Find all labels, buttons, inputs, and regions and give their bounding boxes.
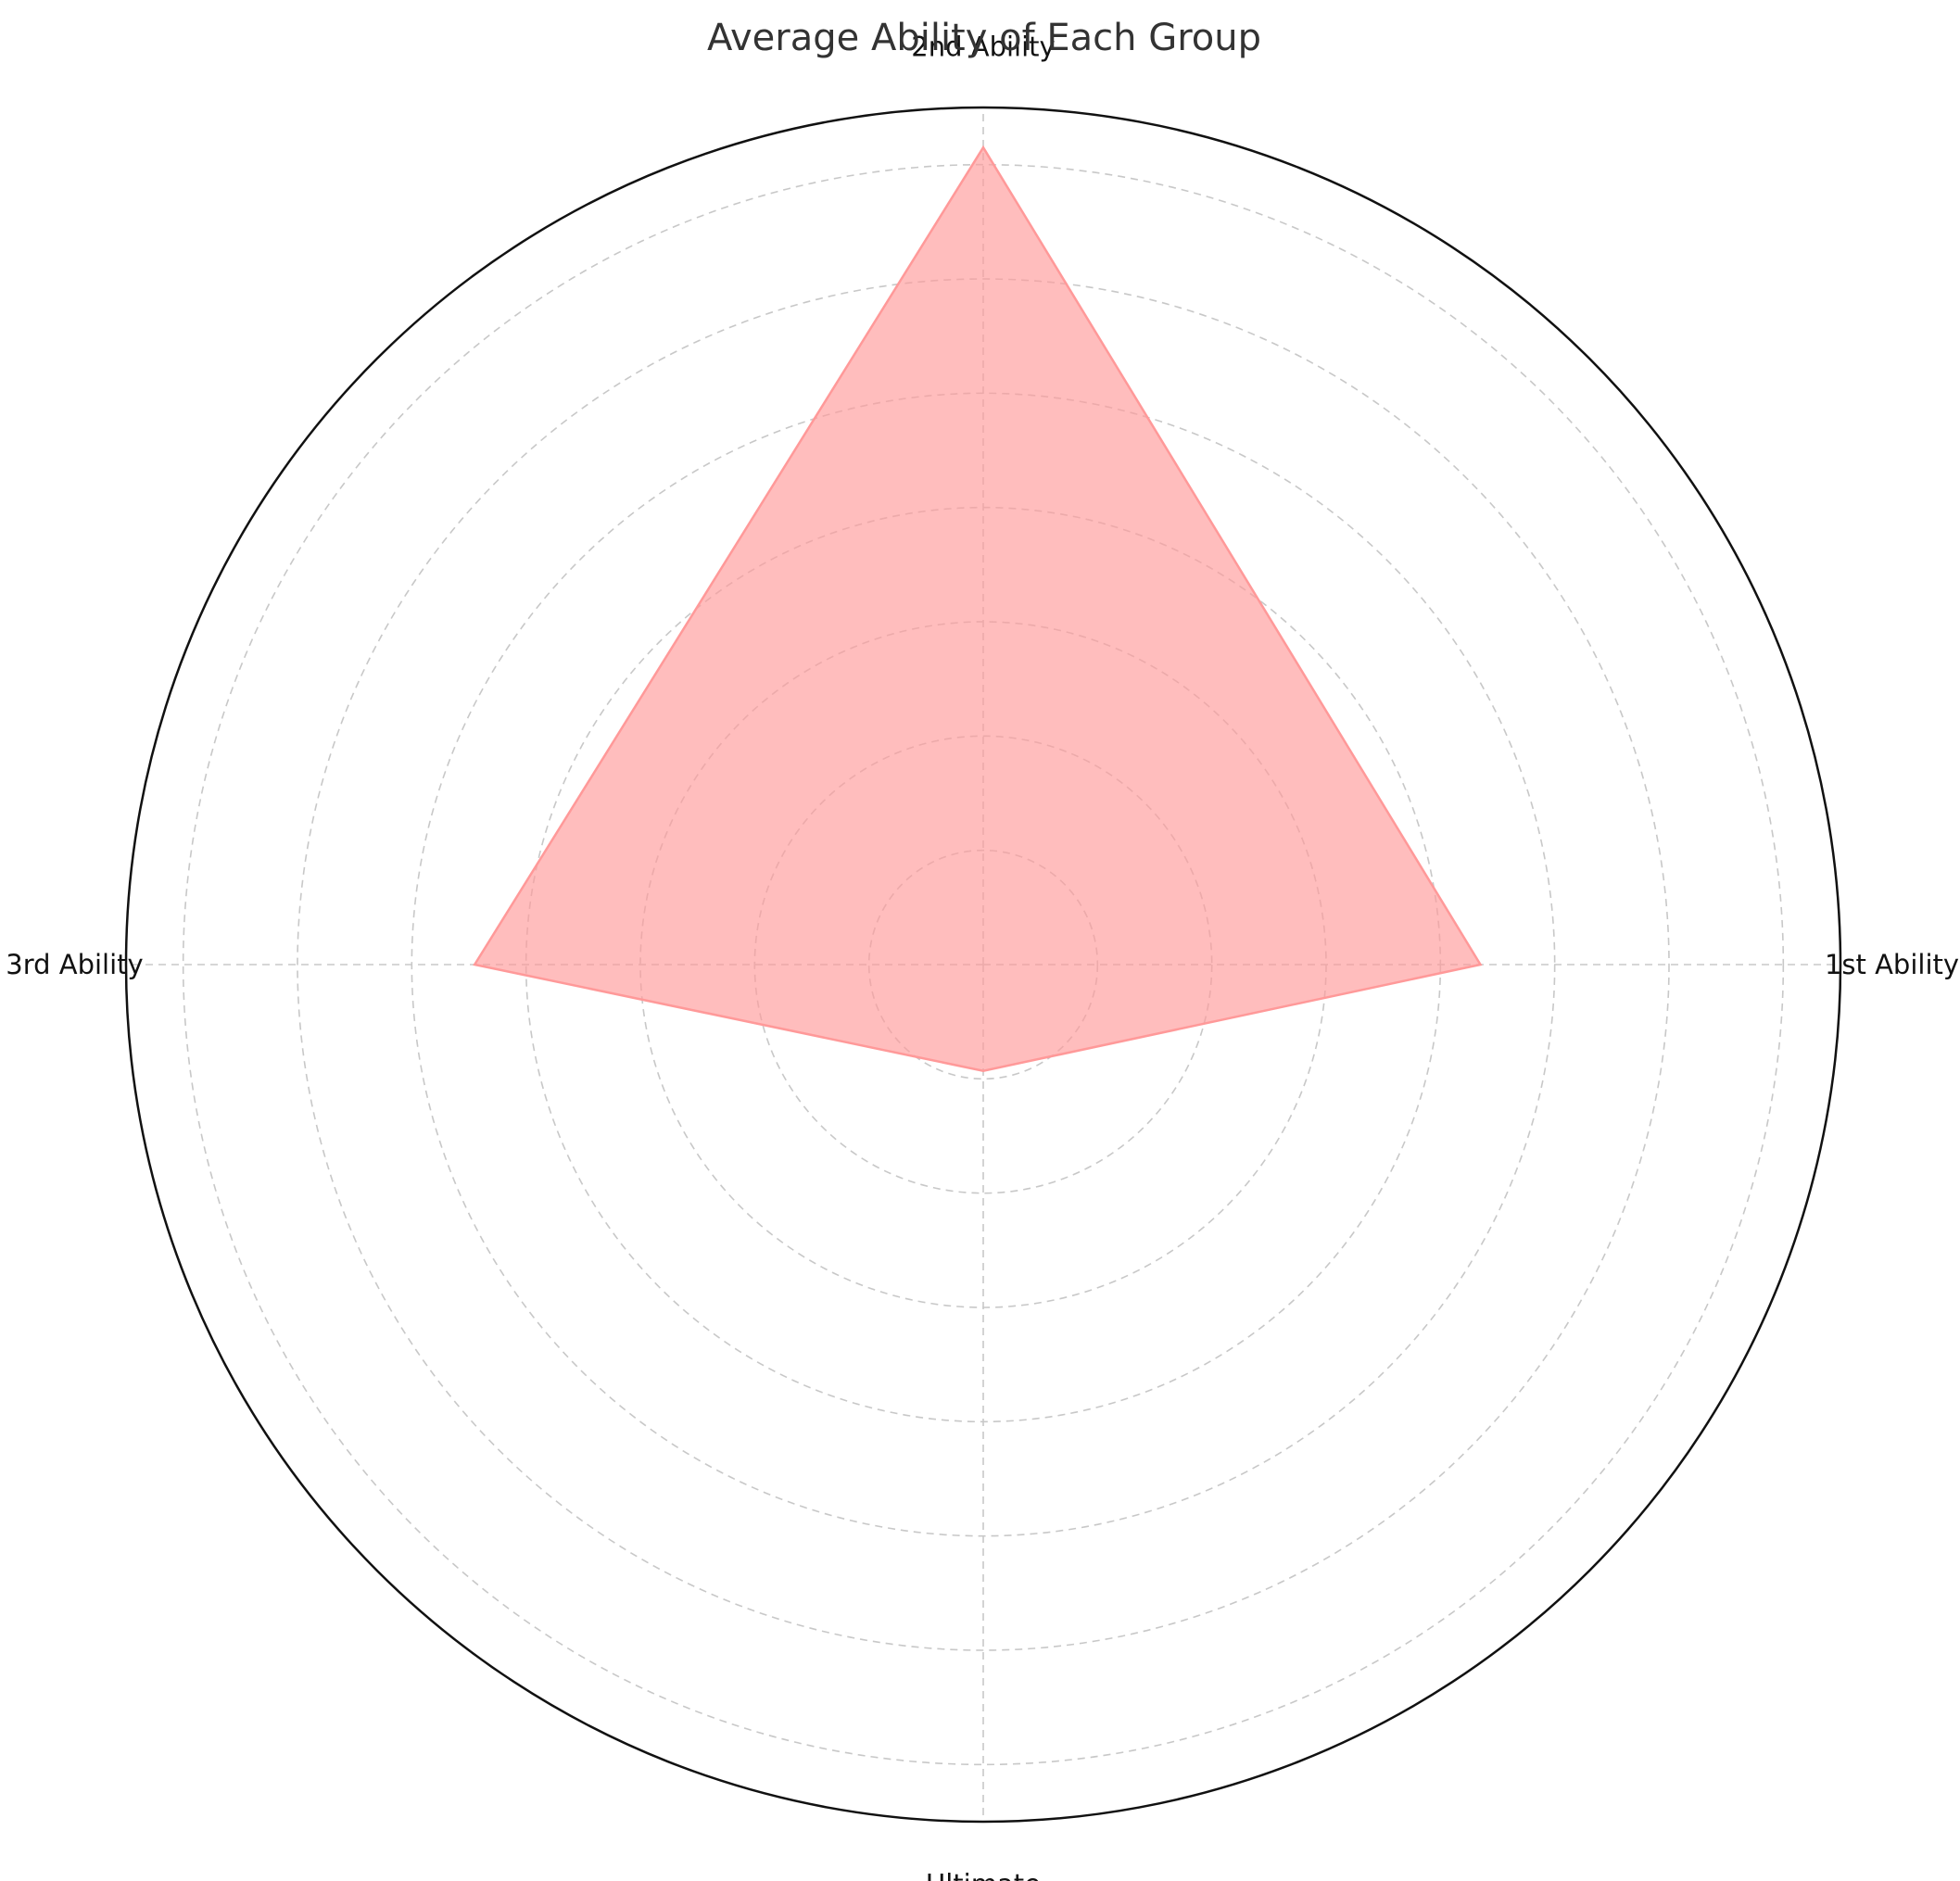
- series-area: [473, 145, 1483, 1072]
- frame-layer: [124, 106, 1842, 1824]
- chart-title: Average Ability of Each Group: [707, 17, 1261, 59]
- outer-frame: [124, 106, 1842, 1824]
- label-layer: 1st Ability 2nd Ability 3rd Ability Ultimat…: [6, 32, 1959, 1881]
- category-label: 1st Ability: [1825, 949, 1959, 980]
- series-layer: [473, 145, 1483, 1072]
- category-label: 2nd Ability: [911, 32, 1055, 63]
- category-label: 3rd Ability: [6, 949, 143, 980]
- category-label: Ultimate: [926, 1869, 1041, 1881]
